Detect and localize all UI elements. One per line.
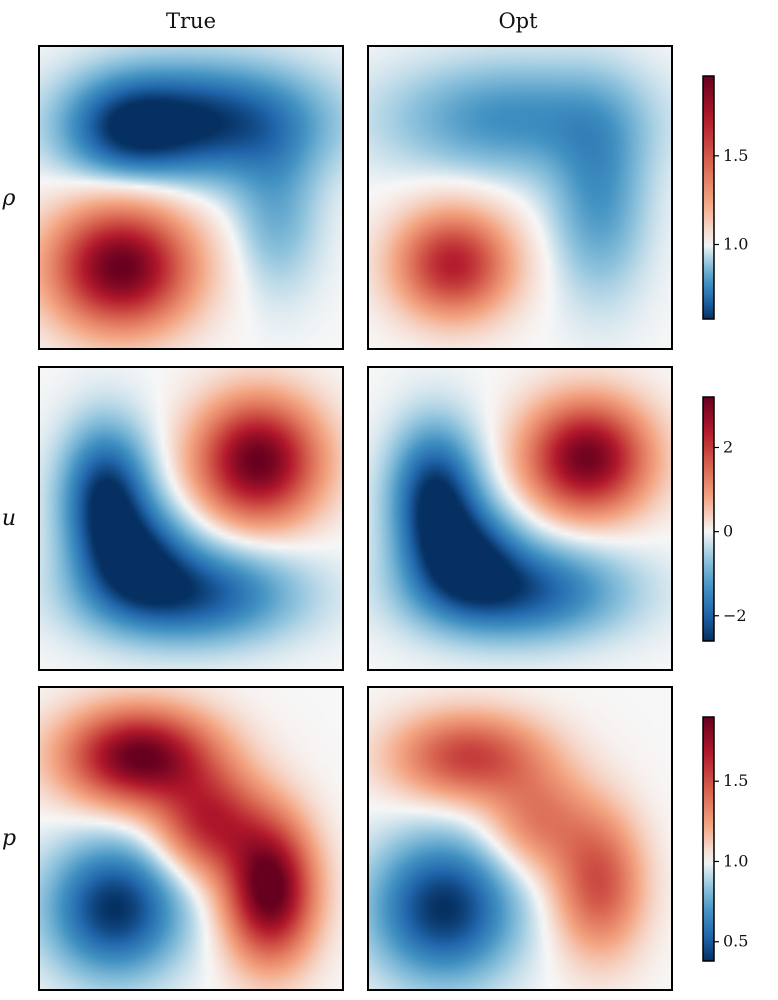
panel-frame <box>367 366 673 671</box>
panel-frame <box>38 45 344 350</box>
panel-frame <box>367 45 673 350</box>
colorbar-tick-label: −2 <box>723 606 747 625</box>
heatmap-panel-u-true <box>39 367 343 670</box>
heatmap-panel-ρ-opt <box>368 46 672 349</box>
row-label-p: p <box>2 826 16 851</box>
colorbar-tick-label: 1.0 <box>723 235 748 254</box>
heatmap-panel-p-true <box>39 687 343 990</box>
colorbar-tick-label: 2 <box>723 437 733 456</box>
colorbar-u <box>702 396 715 642</box>
column-title-true: True <box>166 9 216 33</box>
row-label-rho: ρ <box>2 186 16 211</box>
heatmap-panel-u-opt <box>368 367 672 670</box>
panel-frame <box>38 686 344 991</box>
colorbar-tick-label: 1.5 <box>723 771 748 790</box>
panel-frame <box>367 686 673 991</box>
colorbar-p <box>702 716 715 962</box>
column-title-opt: Opt <box>498 9 538 33</box>
colorbar-ρ <box>702 75 715 320</box>
colorbar-tick-label: 0.5 <box>723 932 748 951</box>
heatmap-panel-p-opt <box>368 687 672 990</box>
heatmap-row-1: −2 0 2 <box>38 366 747 671</box>
heatmap-row-0: 1.0 1.5 <box>38 45 748 350</box>
colorbar-tick-label: 0 <box>723 522 733 541</box>
row-label-u: u <box>2 506 16 531</box>
colorbar-tick-label: 1.0 <box>723 851 748 870</box>
panel-frame <box>38 366 344 671</box>
colorbar-tick-label: 1.5 <box>723 146 748 165</box>
heatmap-row-2: 0.5 1.0 1.5 <box>38 686 748 991</box>
heatmap-panel-ρ-true <box>39 46 343 349</box>
